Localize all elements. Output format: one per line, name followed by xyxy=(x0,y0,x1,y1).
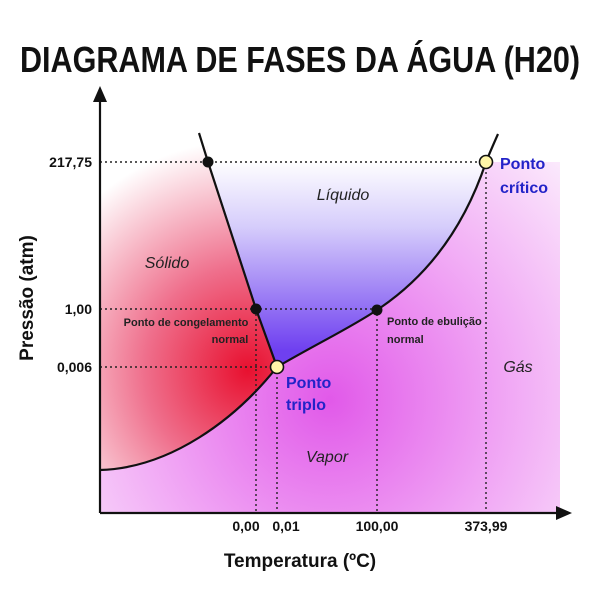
triple-point xyxy=(269,359,285,375)
solid-region xyxy=(100,140,277,470)
sublimation-curve xyxy=(99,366,278,472)
y-tick-label: 1,00 xyxy=(65,301,92,317)
normal-freezing-point xyxy=(250,303,262,315)
vapor-region-label: Vapor xyxy=(306,449,349,466)
axes xyxy=(93,86,572,520)
critical-point-label: Ponto xyxy=(500,156,546,173)
critical-point xyxy=(478,154,494,170)
boiling-point-label-normal: normal xyxy=(387,334,424,346)
freezing-point-label-normal: normal xyxy=(212,334,249,346)
vaporization-curve xyxy=(276,133,500,368)
solid-region-label: Sólido xyxy=(145,255,190,272)
y-tick-label: 217,75 xyxy=(49,154,92,170)
y-axis-arrow xyxy=(93,86,107,102)
guide-lines xyxy=(100,161,487,513)
boiling-point-label: Ponto de ebulição xyxy=(387,316,482,328)
x-tick-label: 100,00 xyxy=(356,518,399,534)
diagram-title: DIAGRAMA DE FASES DA ÁGUA (H20) xyxy=(20,39,580,80)
gas-region-label: Gás xyxy=(503,359,532,376)
triple-point-label-second: triplo xyxy=(286,397,326,414)
fusion-curve xyxy=(197,132,279,368)
critical-point-label-second: crítico xyxy=(500,180,548,197)
x-tick-label: 0,01 xyxy=(272,518,299,534)
liquid-region-label: Líquido xyxy=(317,187,370,204)
vapor-gas-region xyxy=(100,162,560,513)
y-axis-label: Pressão (atm) xyxy=(17,235,38,361)
x-axis-label: Temperatura (ºC) xyxy=(224,551,376,572)
x-axis-arrow xyxy=(556,506,572,520)
liquid-region xyxy=(208,162,486,367)
x-tick-label: 0,00 xyxy=(232,518,259,534)
x-tick-label: 373,99 xyxy=(465,518,508,534)
y-tick-label: 0,006 xyxy=(57,359,92,375)
fusion-curve-top-point xyxy=(202,156,214,168)
triple-point-label: Ponto xyxy=(286,375,332,392)
normal-boiling-point xyxy=(371,304,383,316)
freezing-point-label: Ponto de congelamento xyxy=(124,317,249,329)
